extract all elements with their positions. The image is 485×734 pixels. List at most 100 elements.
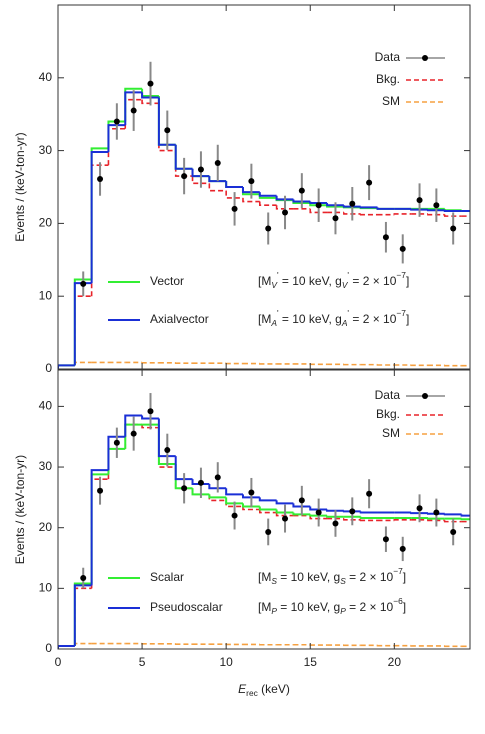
step-bin — [141, 415, 159, 420]
text-part: = 10 keV, g — [277, 570, 340, 584]
x-tick-label: 20 — [388, 655, 402, 669]
step-bin — [275, 500, 294, 505]
step-bin — [258, 192, 277, 197]
legend-label: Data — [375, 50, 401, 64]
step-bin — [376, 207, 395, 210]
data-point — [231, 512, 238, 519]
step-bin — [426, 512, 445, 515]
text-part: ' — [277, 308, 279, 318]
step-bin — [74, 587, 92, 646]
y-tick-label: 10 — [39, 288, 53, 302]
text-part: P — [271, 606, 277, 616]
step-bin — [242, 506, 260, 511]
step-bin — [292, 199, 311, 203]
data-point — [282, 515, 289, 522]
annotation: [MV' = 10 keV, gV' = 2 × 10−7] — [258, 270, 409, 290]
y-tick-label: 0 — [45, 361, 52, 375]
step-bin — [326, 203, 344, 207]
legend-label: Pseudoscalar — [150, 600, 223, 614]
step-bin — [141, 99, 159, 105]
legend-label: SM — [382, 426, 400, 440]
data-point — [181, 173, 188, 180]
step-bin — [191, 488, 210, 496]
step-bin — [258, 506, 277, 511]
text-part: ] — [406, 274, 409, 288]
y-tick-label: 40 — [39, 399, 53, 413]
data-point — [399, 245, 406, 252]
step-bin — [309, 208, 328, 214]
step-bin — [427, 213, 445, 216]
step-bin — [73, 584, 92, 646]
data-point — [248, 489, 255, 496]
text-part: = 2 × 10 — [346, 600, 394, 614]
step-bin — [73, 582, 92, 646]
series — [58, 361, 470, 369]
text-part: = 2 × 10 — [346, 570, 394, 584]
x-tick-label: 15 — [304, 655, 318, 669]
step-bin — [258, 497, 277, 502]
step-bin — [124, 91, 143, 126]
data-point — [382, 536, 389, 543]
frame — [57, 369, 471, 650]
data-point — [80, 575, 87, 582]
step-bin — [241, 187, 260, 194]
text-part: = 10 keV, g — [277, 600, 340, 614]
step-bin — [258, 201, 277, 206]
step-bin — [359, 213, 378, 216]
text-part: = 2 × 10 — [349, 312, 397, 326]
legend-label: Data — [375, 388, 401, 402]
data-point — [298, 497, 305, 504]
data-point — [450, 528, 457, 535]
y-tick-label: 30 — [39, 459, 53, 473]
text-part: −6 — [393, 596, 403, 606]
step-bin — [343, 518, 361, 521]
step-bin — [191, 479, 210, 486]
data-point — [450, 225, 457, 232]
step-bin — [275, 512, 294, 517]
step-bin — [158, 103, 176, 152]
data-point — [265, 528, 272, 535]
step-bin — [342, 205, 361, 208]
step-bin — [225, 488, 243, 496]
annotation: [MA' = 10 keV, gA' = 2 × 10−7] — [258, 308, 409, 328]
step-bin — [443, 210, 462, 213]
data-point — [80, 280, 87, 287]
step-bin — [74, 295, 92, 366]
text-part: −7 — [396, 308, 406, 318]
text-part: V — [342, 280, 349, 290]
step-bin — [460, 514, 470, 517]
step-bin — [309, 515, 328, 520]
data-point — [349, 200, 356, 207]
step-bin — [393, 519, 412, 521]
text-part: ' — [347, 308, 349, 318]
text-part: ' — [347, 270, 349, 280]
data-point — [214, 159, 221, 166]
step-bin — [460, 518, 470, 521]
data-point — [231, 205, 238, 212]
text-part: S — [271, 576, 277, 586]
x-tick-label: 10 — [219, 655, 233, 669]
frame — [57, 4, 471, 370]
text-part: ] — [406, 312, 409, 326]
step-bin — [74, 642, 92, 646]
data-point — [164, 447, 171, 454]
data-point — [130, 430, 137, 437]
data-point — [399, 545, 406, 552]
step-bin — [309, 514, 328, 517]
y-tick-label: 30 — [39, 143, 53, 157]
data-point — [366, 490, 373, 497]
text-part: ' — [277, 270, 279, 280]
step-bin — [326, 515, 344, 518]
legend-label: Scalar — [150, 570, 184, 584]
y-axis-label: Events / (keV-ton-yr) — [13, 132, 27, 241]
step-bin — [359, 511, 378, 514]
annotation: [MS = 10 keV, gS = 2 × 10−7] — [258, 566, 406, 586]
data-point — [382, 234, 389, 241]
text-part: [M — [258, 570, 271, 584]
text-part: V — [271, 280, 278, 290]
text-part: [M — [258, 274, 271, 288]
legend-label: SM — [382, 94, 400, 108]
data-point — [181, 485, 188, 492]
step-bin — [225, 190, 243, 199]
